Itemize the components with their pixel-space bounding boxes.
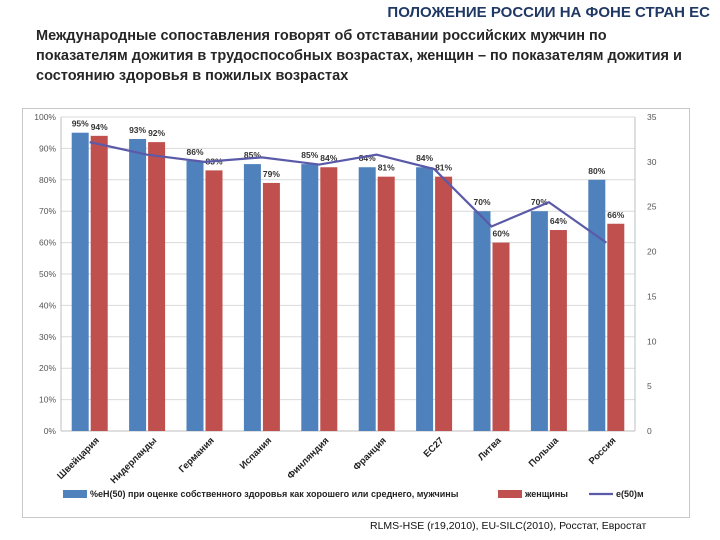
x-category-label: Литва bbox=[476, 435, 504, 463]
slide-subtitle: Международные сопоставления говорят об о… bbox=[36, 28, 682, 84]
bar-men bbox=[243, 164, 261, 431]
y-right-tick-label: 0 bbox=[647, 426, 652, 436]
legend-label-line: e(50)м bbox=[616, 489, 644, 499]
x-category-label: Швейцария bbox=[55, 435, 102, 482]
y-left-tick-label: 70% bbox=[39, 206, 56, 216]
bar-men bbox=[416, 167, 434, 432]
data-label-women: 84% bbox=[320, 153, 337, 163]
bar-men bbox=[71, 132, 89, 431]
data-label-women: 92% bbox=[148, 128, 165, 138]
data-label-women: 60% bbox=[492, 229, 509, 239]
line-e50-men bbox=[89, 141, 607, 244]
bar-men bbox=[473, 211, 491, 431]
data-label-women: 79% bbox=[263, 169, 280, 179]
x-category-label: Испания bbox=[238, 435, 274, 471]
data-label-men: 86% bbox=[186, 147, 203, 157]
y-left-tick-label: 50% bbox=[39, 269, 56, 279]
bar-men bbox=[186, 160, 204, 431]
data-label-men: 93% bbox=[129, 125, 146, 135]
data-label-men: 85% bbox=[301, 150, 318, 160]
y-right-tick-label: 10 bbox=[647, 336, 657, 346]
data-label-women: 81% bbox=[435, 163, 452, 173]
bar-women bbox=[320, 167, 338, 432]
legend-label-women: женщины bbox=[524, 489, 568, 499]
x-category-label: Германия bbox=[177, 435, 217, 475]
bar-women bbox=[148, 142, 166, 431]
data-label-men: 95% bbox=[72, 119, 89, 129]
y-right-tick-label: 15 bbox=[647, 291, 657, 301]
bar-women bbox=[262, 182, 280, 431]
y-right-tick-label: 30 bbox=[647, 157, 657, 167]
data-label-women: 64% bbox=[550, 216, 567, 226]
bar-men bbox=[588, 179, 606, 431]
y-left-tick-label: 0% bbox=[44, 426, 57, 436]
y-left-tick-label: 60% bbox=[39, 238, 56, 248]
y-left-tick-label: 20% bbox=[39, 363, 56, 373]
y-right-tick-label: 35 bbox=[647, 112, 657, 122]
y-right-tick-label: 20 bbox=[647, 247, 657, 257]
bar-women bbox=[607, 223, 625, 431]
data-label-men: 80% bbox=[588, 166, 605, 176]
y-left-tick-label: 40% bbox=[39, 300, 56, 310]
data-label-men: 85% bbox=[244, 150, 261, 160]
data-label-women: 94% bbox=[91, 122, 108, 132]
legend-swatch-women bbox=[498, 490, 522, 498]
x-category-label: Россия bbox=[587, 435, 619, 467]
legend-label-men: %eH(50) при оценке собственного здоровья… bbox=[90, 489, 459, 499]
x-category-label: Польша bbox=[527, 435, 562, 470]
y-left-tick-label: 30% bbox=[39, 332, 56, 342]
bar-women bbox=[377, 176, 395, 431]
bar-women bbox=[90, 135, 108, 431]
bar-women bbox=[205, 170, 223, 431]
x-category-label: Нидерланды bbox=[108, 435, 159, 486]
slide-title: ПОЛОЖЕНИЕ РОССИИ НА ФОНЕ СТРАН ЕС bbox=[387, 4, 710, 21]
x-category-label: Финляндия bbox=[285, 435, 331, 481]
data-label-men: 84% bbox=[359, 153, 376, 163]
y-right-tick-label: 25 bbox=[647, 202, 657, 212]
y-left-tick-label: 80% bbox=[39, 175, 56, 185]
bar-men bbox=[358, 167, 376, 432]
legend-swatch-men bbox=[63, 490, 87, 498]
bar-men bbox=[129, 138, 147, 432]
x-category-label: Франция bbox=[351, 435, 389, 473]
bar-men bbox=[530, 211, 548, 431]
y-left-tick-label: 100% bbox=[34, 112, 56, 122]
data-label-women: 66% bbox=[607, 210, 624, 220]
x-category-label: EC27 bbox=[422, 435, 447, 460]
y-right-tick-label: 5 bbox=[647, 381, 652, 391]
y-left-tick-label: 90% bbox=[39, 143, 56, 153]
y-left-tick-label: 10% bbox=[39, 395, 56, 405]
bar-women bbox=[549, 230, 567, 431]
bar-women bbox=[435, 176, 453, 431]
bar-women bbox=[492, 242, 510, 431]
data-label-men: 70% bbox=[473, 197, 490, 207]
survival-bar-chart: 0% 10% 20% 30% 40% 50% 60% 70% 80% 90% 100% 0 5 10 15 2… bbox=[34, 112, 657, 499]
bar-men bbox=[301, 164, 319, 431]
data-label-women: 81% bbox=[378, 163, 395, 173]
chart-frame: 0% 10% 20% 30% 40% 50% 60% 70% 80% 90% 100% 0 5 10 15 2… bbox=[22, 108, 690, 518]
data-label-men: 70% bbox=[531, 197, 548, 207]
source-note: RLMS-HSE (r19,2010), EU-SILC(2010), Росс… bbox=[370, 520, 647, 532]
data-label-men: 84% bbox=[416, 153, 433, 163]
